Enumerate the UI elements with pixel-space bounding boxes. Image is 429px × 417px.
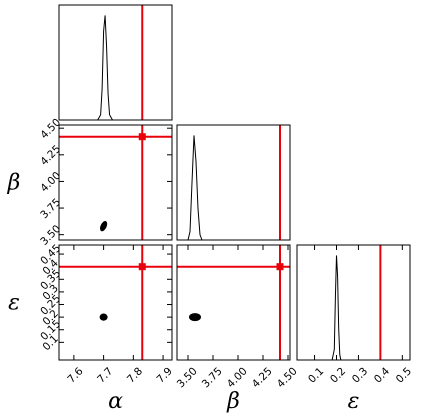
histogram-line	[187, 135, 203, 241]
truth-marker	[276, 263, 284, 271]
x-axis-label: ε	[348, 389, 360, 414]
panel-frame	[58, 244, 173, 361]
panel-frame	[58, 124, 173, 241]
x-tick-label: 7.7	[95, 365, 115, 385]
histogram-line	[97, 15, 113, 121]
x-tick-label: 3.75	[200, 365, 225, 390]
x-tick-label: 0.5	[394, 365, 414, 385]
posterior-blob	[99, 313, 108, 321]
x-tick-label: 7.9	[155, 365, 175, 385]
panel-frame	[176, 244, 291, 361]
x-tick-label: 0.1	[306, 365, 326, 385]
panel-frame	[58, 4, 173, 121]
x-axis-label: β	[226, 389, 240, 414]
posterior-blob	[189, 313, 201, 322]
x-tick-label: 0.2	[328, 365, 348, 385]
y-axis-label: ε	[8, 291, 20, 316]
x-tick-label: 4.25	[250, 365, 275, 390]
panel-frame	[176, 124, 291, 241]
truth-marker	[138, 133, 146, 141]
truth-marker	[138, 263, 146, 271]
panel-frame	[296, 244, 411, 361]
x-tick-label: 7.6	[65, 365, 86, 386]
x-tick-label: 0.4	[372, 365, 393, 386]
x-axis-label: α	[108, 389, 123, 414]
x-tick-label: 4.00	[225, 365, 250, 390]
x-tick-label: 4.50	[275, 365, 300, 390]
x-tick-label: 3.50	[175, 365, 200, 390]
histogram-line	[331, 255, 342, 361]
x-tick-label: 7.8	[125, 365, 145, 385]
posterior-blob	[100, 221, 108, 232]
y-axis-label: β	[7, 171, 21, 196]
x-tick-label: 0.3	[350, 365, 370, 385]
